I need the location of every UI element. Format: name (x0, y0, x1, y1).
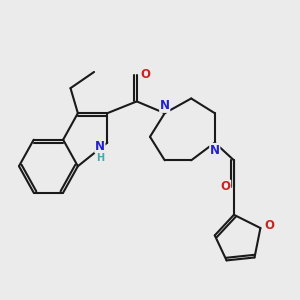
Text: N: N (210, 143, 220, 157)
Text: O: O (264, 219, 274, 232)
Text: H: H (96, 153, 104, 163)
Text: N: N (95, 140, 105, 153)
Text: O: O (140, 68, 150, 81)
Text: N: N (160, 99, 170, 112)
Text: O: O (221, 180, 231, 193)
